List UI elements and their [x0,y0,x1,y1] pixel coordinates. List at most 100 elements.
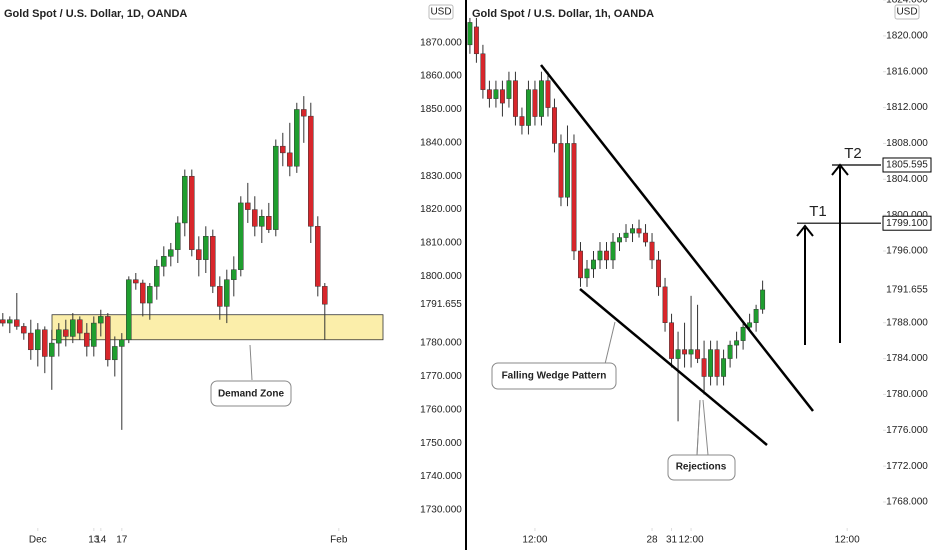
candle-body [105,316,111,361]
candle-body [623,232,629,238]
candle-body [70,319,76,337]
y-tick-label: 1830.000 [420,171,462,182]
target-price: 1805.595 [886,160,928,171]
candle-body [217,286,223,307]
last-price: 1791.655 [886,285,928,296]
candle-body [480,53,486,90]
candle-body [565,143,570,198]
candle-body [552,107,557,144]
y-tick-label: 1750.000 [420,438,462,449]
candle-body [161,256,167,267]
candle-body [695,349,701,359]
candle-body [610,241,616,261]
candle-body [315,226,321,287]
wedge-lower [579,288,768,446]
x-tick-label: Dec [29,535,47,546]
y-tick-label: 1788.000 [886,317,928,328]
currency: USD [430,7,451,18]
x-tick-label: 13 [88,535,100,546]
candle-body [656,259,661,288]
candle-body [98,316,104,324]
candle-body [154,266,160,287]
candle-body [545,80,551,108]
candle-body [734,340,740,346]
candle-body [688,349,694,355]
y-tick-label: 1800.000 [886,210,928,221]
chart-title: Gold Spot / U.S. Dollar, 1D, OANDA [4,8,187,20]
x-tick-label: 28 [646,535,658,546]
candle-body [21,326,27,334]
candle-body [525,89,531,126]
candle-body [35,329,41,351]
x-tick-label: 12:00 [835,535,860,546]
candle-body [708,349,714,377]
currency-box [428,4,454,20]
last-price: 1791.655 [420,299,462,310]
candle-body [753,309,759,323]
y-tick-label: 1770.000 [420,371,462,382]
y-tick-label: 1850.000 [420,104,462,115]
candle-body [203,236,209,260]
candle-body [669,322,674,359]
callout-text: Demand Zone [218,389,285,400]
candle-body [473,26,479,55]
candle-body [140,282,146,304]
panel [0,96,384,430]
currency-box [894,4,920,20]
candle-body [584,268,590,279]
pointer [249,344,253,381]
candle-body [63,329,69,337]
y-tick-label: 1820.000 [886,30,928,41]
candle-body [84,332,90,347]
price-tag-bg [419,298,463,311]
candle-body [571,143,577,252]
x-tick-label: 14 [95,535,107,546]
candle-body [636,228,642,234]
candle-body [42,329,48,357]
y-tick-label: 1820.000 [420,204,462,215]
candle-body [506,80,512,99]
candle-body [189,175,195,250]
annotations: Demand Zone Falling Wedge Pattern Reject… [210,64,881,481]
candle-body [182,175,188,224]
callout-text: Falling Wedge Pattern [502,371,607,382]
callout-box [667,454,736,481]
candle-body [727,344,733,359]
target-tag [882,157,932,173]
candle-body [287,152,293,167]
pointer [604,321,616,365]
target-name: T2 [844,145,862,162]
target-name: T1 [809,203,827,220]
candle-body [126,279,132,341]
candle-body [740,326,746,341]
y-tick-label: 1730.000 [420,505,462,516]
candle-body [467,22,473,46]
candle-body [532,89,538,117]
candle-body [28,332,34,351]
y-tick-label: 1840.000 [420,137,462,148]
y-tick-label: 1812.000 [886,102,928,113]
candle-body [56,329,62,344]
candle-body [49,342,55,357]
candle-body [578,250,583,279]
pointer [696,399,709,456]
candle-body [604,250,609,261]
x-tick-label: 31 [666,535,678,546]
candle-body [301,109,307,117]
candle-body [175,222,181,250]
candle-body [493,89,499,99]
x-tick-label: Feb [330,535,348,546]
candle-body [7,319,13,324]
candle-body [210,236,216,287]
y-tick-label: 1780.000 [886,389,928,400]
y-tick-label: 1824.000 [886,0,928,6]
candle-body [168,249,174,257]
candle-body [721,358,727,377]
candle-body [675,349,681,359]
candle-body [238,202,244,270]
y-tick-label: 1808.000 [886,138,928,149]
candle-body [643,232,648,243]
candle-body [231,269,237,280]
currency: USD [896,7,917,18]
y-tick-label: 1760.000 [420,404,462,415]
